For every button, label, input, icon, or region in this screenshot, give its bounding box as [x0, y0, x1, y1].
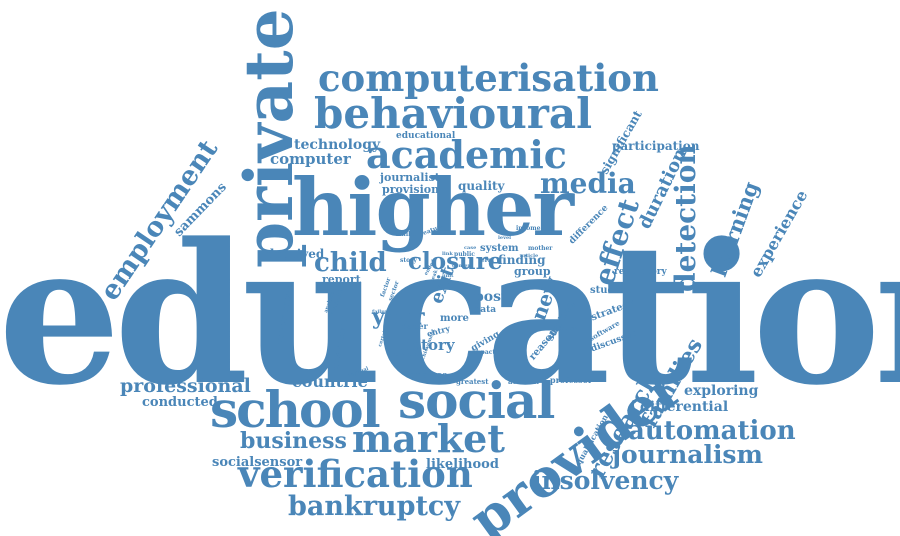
word-report: report	[322, 273, 361, 286]
word-education: education	[0, 201, 900, 428]
word-professional: professional	[120, 375, 251, 397]
word-deprived: deprived	[266, 247, 325, 261]
word-finding: finding	[498, 253, 546, 267]
word-higher: higher	[292, 161, 574, 254]
word-computer: computer	[270, 150, 351, 168]
word-automation: automation	[628, 416, 796, 446]
word-differential: differential	[640, 399, 729, 415]
word-change: change	[394, 351, 419, 358]
word-social: social	[398, 371, 555, 430]
word-business: business	[240, 428, 347, 454]
word-technology: technology	[294, 137, 381, 153]
word-context: context	[452, 263, 473, 269]
word-likelihood: likelihood	[426, 457, 499, 472]
word-conducted: conducted	[142, 395, 218, 410]
word-exploring: exploring	[684, 383, 759, 399]
word-link: link	[442, 251, 453, 257]
word-school: school	[210, 380, 381, 439]
word-journalist: journalist	[380, 171, 440, 184]
word-verification: verification	[238, 452, 473, 496]
word-post: post	[474, 289, 508, 305]
word-group: group	[514, 265, 551, 278]
word-public: public	[454, 251, 475, 258]
word-more: more	[440, 313, 469, 324]
word-provision: provision	[382, 183, 440, 196]
word-mother: mother	[528, 245, 553, 252]
word-level: level	[498, 235, 512, 241]
word-professor: professor	[550, 375, 593, 385]
word-closure: closure	[408, 248, 503, 275]
word-market: market	[352, 416, 505, 461]
word-student: student	[590, 285, 633, 296]
word-quality: quality	[458, 179, 505, 193]
word-private: private	[230, 8, 308, 268]
word-skilled: skilled	[396, 231, 419, 238]
word-article: article	[520, 253, 539, 259]
word-behavioural: behavioural	[314, 89, 593, 138]
word-academic: academic	[366, 132, 567, 177]
word-unit: unit	[442, 273, 454, 279]
word-income: income	[516, 225, 541, 232]
word-countrie: countrie	[292, 372, 368, 391]
word-educational: educational	[396, 131, 456, 141]
word-insolvency: insolvency	[532, 466, 679, 495]
word-data: data	[474, 305, 497, 315]
word-socialsensor: socialsensor	[212, 455, 303, 470]
word-journalism: journalism	[612, 440, 763, 469]
word-impact: impact	[472, 349, 496, 356]
word-story: story	[400, 257, 417, 264]
word-computerisation: computerisation	[318, 56, 659, 100]
word-regulatory: regulatory	[614, 267, 667, 277]
word-analyse: analyse	[410, 371, 448, 381]
word-failure: failure	[372, 309, 391, 315]
word-child: child	[314, 248, 387, 278]
word-bankruptcy: bankruptcy	[288, 491, 461, 522]
word-history: history	[396, 336, 455, 354]
word-account: account	[508, 377, 540, 386]
word-term: term	[478, 257, 495, 264]
word-case: case	[464, 245, 477, 251]
word-biases: biases	[556, 325, 577, 332]
word-participation: participation	[612, 139, 700, 153]
word-paper: paper	[402, 321, 428, 331]
word-year: year	[372, 304, 425, 330]
word-system: system	[480, 243, 519, 254]
word-greatest: greatest	[456, 377, 489, 386]
word-media: media	[540, 167, 636, 200]
